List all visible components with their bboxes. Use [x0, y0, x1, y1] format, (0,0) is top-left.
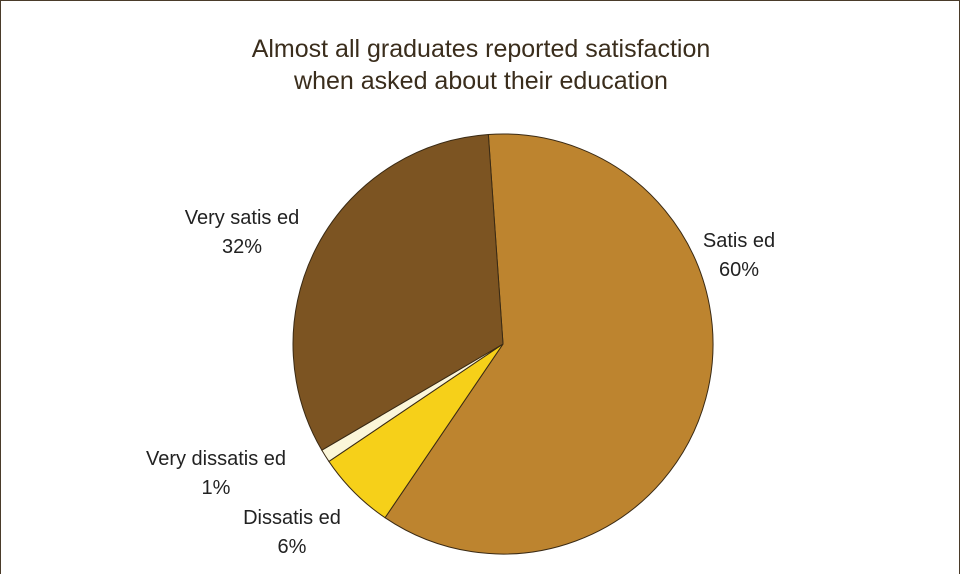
slice-label-dissatisfied: Dissatis ed 6% — [243, 507, 341, 558]
slice-label-very-dissatisfied: Very dissatis ed 1% — [146, 448, 286, 499]
pie-slice-very-satisfied — [292, 133, 504, 451]
slice-name-very-dissatisfied: Very dissatis ed — [146, 448, 286, 470]
pie-slices — [292, 133, 714, 555]
slice-name-very-satisfied: Very satis ed — [185, 207, 300, 229]
chart-title: Almost all graduates reported satisfacti… — [1, 33, 961, 97]
slice-value-dissatisfied: 6% — [278, 536, 307, 558]
pie-slice-satisfied — [384, 133, 714, 555]
slice-value-satisfied: 60% — [719, 259, 759, 281]
slice-value-very-satisfied: 32% — [222, 236, 262, 258]
chart-title-line-1: Almost all graduates reported satisfacti… — [251, 35, 711, 63]
slice-name-satisfied: Satis ed — [703, 230, 775, 252]
slice-label-very-satisfied: Very satis ed 32% — [185, 207, 300, 258]
chart-title-line-2: when asked about their education — [294, 67, 668, 95]
slice-value-very-dissatisfied: 1% — [202, 477, 231, 499]
slice-name-dissatisfied: Dissatis ed — [243, 507, 341, 529]
slice-label-satisfied: Satis ed 60% — [703, 230, 775, 281]
